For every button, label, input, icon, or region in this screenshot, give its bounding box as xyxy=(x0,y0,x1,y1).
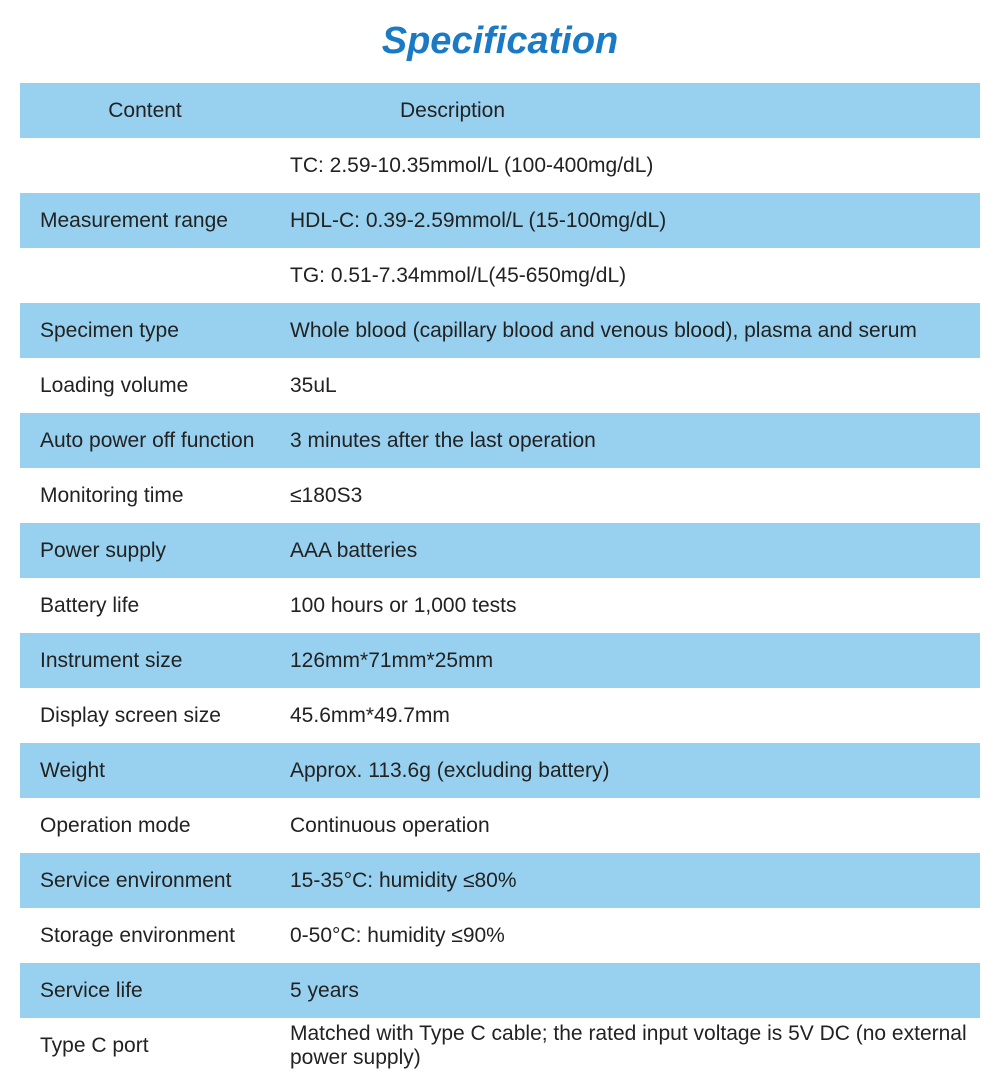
table-cell-content xyxy=(20,138,280,193)
table-row: Storage environment0-50°C: humidity ≤90% xyxy=(20,908,980,963)
table-cell-content: Type C port xyxy=(20,1018,280,1073)
specification-table: ContentDescriptionTC: 2.59-10.35mmol/L (… xyxy=(20,83,980,1073)
table-cell-description: 15-35°C: humidity ≤80% xyxy=(280,853,980,908)
table-row: WeightApprox. 113.6g (excluding battery) xyxy=(20,743,980,798)
table-cell-content: Operation mode xyxy=(20,798,280,853)
table-cell-description: Whole blood (capillary blood and venous … xyxy=(280,303,980,358)
table-cell-content: Specimen type xyxy=(20,303,280,358)
table-cell-content: Power supply xyxy=(20,523,280,578)
table-row: Battery life100 hours or 1,000 tests xyxy=(20,578,980,633)
table-row: TG: 0.51-7.34mmol/L(45-650mg/dL) xyxy=(20,248,980,303)
table-row: TC: 2.59-10.35mmol/L (100-400mg/dL) xyxy=(20,138,980,193)
table-row: Service life5 years xyxy=(20,963,980,1018)
table-header-content: Content xyxy=(20,83,280,138)
table-cell-description: Matched with Type C cable; the rated inp… xyxy=(280,1018,980,1073)
table-cell-content: Auto power off function xyxy=(20,413,280,468)
table-row: Instrument size126mm*71mm*25mm xyxy=(20,633,980,688)
table-cell-content: Monitoring time xyxy=(20,468,280,523)
table-cell-description: Continuous operation xyxy=(280,798,980,853)
table-row: Loading volume35uL xyxy=(20,358,980,413)
table-cell-content: Instrument size xyxy=(20,633,280,688)
table-row: Auto power off function 3 minutes after … xyxy=(20,413,980,468)
table-cell-description: 35uL xyxy=(280,358,980,413)
table-cell-content xyxy=(20,248,280,303)
table-cell-content: Service environment xyxy=(20,853,280,908)
table-cell-description: 45.6mm*49.7mm xyxy=(280,688,980,743)
table-cell-description: AAA batteries xyxy=(280,523,980,578)
table-cell-description: 0-50°C: humidity ≤90% xyxy=(280,908,980,963)
table-header-description: Description xyxy=(280,83,980,138)
table-cell-content: Weight xyxy=(20,743,280,798)
table-row: Type C portMatched with Type C cable; th… xyxy=(20,1018,980,1073)
table-cell-description: TG: 0.51-7.34mmol/L(45-650mg/dL) xyxy=(280,248,980,303)
table-cell-content: Loading volume xyxy=(20,358,280,413)
table-cell-description: 5 years xyxy=(280,963,980,1018)
table-row: Display screen size45.6mm*49.7mm xyxy=(20,688,980,743)
table-row: Specimen typeWhole blood (capillary bloo… xyxy=(20,303,980,358)
table-row: Operation modeContinuous operation xyxy=(20,798,980,853)
table-row: Service environment15-35°C: humidity ≤80… xyxy=(20,853,980,908)
table-cell-description: 3 minutes after the last operation xyxy=(280,413,980,468)
table-cell-content: Service life xyxy=(20,963,280,1018)
table-row: Power supplyAAA batteries xyxy=(20,523,980,578)
table-cell-content: Display screen size xyxy=(20,688,280,743)
table-cell-content: Measurement range xyxy=(20,193,280,248)
table-cell-description: Approx. 113.6g (excluding battery) xyxy=(280,743,980,798)
table-row: Monitoring time≤180S3 xyxy=(20,468,980,523)
table-cell-description: 126mm*71mm*25mm xyxy=(280,633,980,688)
table-row: Measurement rangeHDL-C: 0.39-2.59mmol/L … xyxy=(20,193,980,248)
table-cell-description: 100 hours or 1,000 tests xyxy=(280,578,980,633)
page-title: Specification xyxy=(20,20,980,63)
table-cell-description: HDL-C: 0.39-2.59mmol/L (15-100mg/dL) xyxy=(280,193,980,248)
table-cell-content: Battery life xyxy=(20,578,280,633)
table-cell-description: TC: 2.59-10.35mmol/L (100-400mg/dL) xyxy=(280,138,980,193)
table-cell-description: ≤180S3 xyxy=(280,468,980,523)
table-cell-content: Storage environment xyxy=(20,908,280,963)
